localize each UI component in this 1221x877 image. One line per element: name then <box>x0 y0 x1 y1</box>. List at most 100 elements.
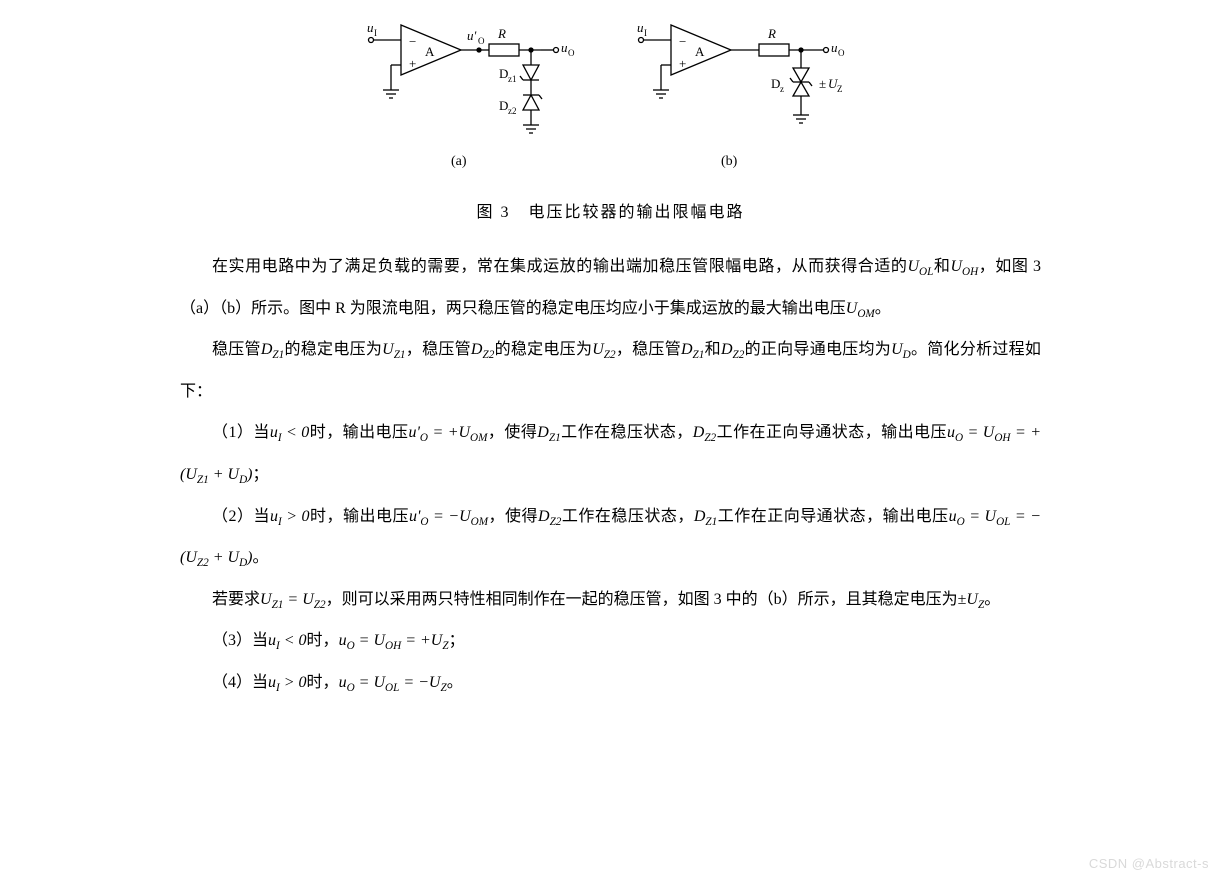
text: 。 <box>875 300 891 317</box>
paragraph-4: （2）当uI > 0时，输出电压u'O = −UOM，使得DZ2工作在稳压状态，… <box>180 496 1041 579</box>
math-D: D <box>537 424 549 441</box>
math-sub: Z2 <box>733 349 745 361</box>
math-u: u <box>268 632 276 649</box>
text: 工作在稳压状态， <box>561 508 693 525</box>
text: ； <box>253 466 269 483</box>
paragraph-2: 稳压管DZ1的稳定电压为UZ1，稳压管DZ2的稳定电压为UZ2，稳压管DZ1和D… <box>180 329 1041 412</box>
math-sub: OM <box>857 308 874 320</box>
text: 的正向导通电压均为 <box>744 341 891 358</box>
math-U: U <box>891 341 903 358</box>
math-sub: O <box>420 433 428 445</box>
paragraph-5: 若要求UZ1 = UZ2，则可以采用两只特性相同制作在一起的稳压管，如图 3 中… <box>180 579 1041 621</box>
math-u: u <box>339 632 347 649</box>
svg-text:u: u <box>367 20 374 35</box>
math-u: u <box>947 424 955 441</box>
math-u: u <box>339 674 347 691</box>
math-sub: OH <box>994 433 1010 445</box>
math-u: u <box>949 508 957 525</box>
math-D: D <box>471 341 483 358</box>
math-sub: O <box>347 682 355 694</box>
math-sub: D <box>239 474 247 486</box>
math-u: u <box>268 674 276 691</box>
math-sub: Z1 <box>197 474 209 486</box>
text: 工作在稳压状态， <box>561 424 693 441</box>
math-sub: Z2 <box>550 516 562 528</box>
math-sub: Z1 <box>549 433 561 445</box>
text: 时， <box>307 674 339 691</box>
svg-text:−: − <box>409 34 416 49</box>
math-eq: = U <box>283 591 313 608</box>
math-sub: Z2 <box>197 557 209 569</box>
math-ineq: < 0 <box>280 632 307 649</box>
svg-text:Z: Z <box>837 84 843 94</box>
svg-text:−: − <box>679 34 686 49</box>
math-ineq: < 0 <box>282 424 310 441</box>
math-eq: = −U <box>428 508 470 525</box>
math-eq: = +U <box>428 424 470 441</box>
svg-text:z1: z1 <box>508 74 517 84</box>
text: 工作在正向导通状态，输出电压 <box>716 424 947 441</box>
text: 时，输出电压 <box>310 508 409 525</box>
svg-text:O: O <box>478 36 485 46</box>
math-U: U <box>966 591 978 608</box>
text: ，则可以采用两只特性相同制作在一起的稳压管，如图 3 中的（b）所示，且其稳定电… <box>326 591 967 608</box>
math-sub: Z1 <box>705 516 717 528</box>
math-plus: + U <box>209 466 239 483</box>
math-sub: Z1 <box>693 349 705 361</box>
paragraph-7: （4）当uI > 0时，uO = UOL = −UZ。 <box>180 662 1041 704</box>
watermark: CSDN @Abstract-s <box>1089 856 1209 871</box>
text: （3）当 <box>212 632 268 649</box>
math-sub: OM <box>470 433 487 445</box>
math-D: D <box>538 508 550 525</box>
svg-text:z: z <box>780 84 784 94</box>
math-sub: OL <box>385 682 399 694</box>
text: ，使得 <box>487 424 537 441</box>
svg-text:A: A <box>695 44 705 59</box>
text: 的稳定电压为 <box>284 341 382 358</box>
math-sub: OM <box>471 516 488 528</box>
text: 和 <box>704 341 721 358</box>
paragraph-6: （3）当uI < 0时，uO = UOH = +UZ； <box>180 620 1041 662</box>
math-u: u <box>270 508 278 525</box>
math-sub: O <box>955 433 963 445</box>
math-sub: Z1 <box>272 599 284 611</box>
math-plus: + U <box>209 549 239 566</box>
math-eq: = U <box>963 424 994 441</box>
text: ，稳压管 <box>406 341 471 358</box>
math-sub: OL <box>996 516 1010 528</box>
math-D: D <box>721 341 733 358</box>
text: ，使得 <box>488 508 538 525</box>
svg-text:I: I <box>374 28 377 38</box>
text: 时， <box>307 632 339 649</box>
text: 。 <box>447 674 463 691</box>
svg-text:D: D <box>499 66 508 81</box>
math-U: U <box>950 258 962 275</box>
math-sub: Z2 <box>704 433 716 445</box>
svg-text:+: + <box>679 56 686 71</box>
paragraph-3: （1）当uI < 0时，输出电压u'O = +UOM，使得DZ1工作在稳压状态，… <box>180 412 1041 495</box>
text: 工作在正向导通状态，输出电压 <box>717 508 948 525</box>
math-D: D <box>693 424 705 441</box>
math-eq: = U <box>355 632 385 649</box>
svg-text:u: u <box>561 40 568 55</box>
figure-3: u I − + A u' O <box>180 10 1041 180</box>
text: 。 <box>984 591 1000 608</box>
math-sub: Z2 <box>604 349 616 361</box>
text: 若要求 <box>212 591 260 608</box>
math-sub: Z2 <box>482 349 494 361</box>
svg-text:(b): (b) <box>721 154 738 169</box>
math-eq: = −U <box>399 674 440 691</box>
svg-text:O: O <box>568 48 575 58</box>
math-U: U <box>846 300 858 317</box>
math-u: u' <box>408 424 419 441</box>
text: ； <box>449 632 465 649</box>
text: 。 <box>253 549 269 566</box>
math-sub: OH <box>385 641 401 653</box>
math-sub: Z1 <box>272 349 284 361</box>
svg-text:u: u <box>637 20 644 35</box>
math-U: U <box>592 341 604 358</box>
circuit-diagram-svg: u I − + A u' O <box>351 10 871 180</box>
math-D: D <box>681 341 693 358</box>
text: 在实用电路中为了满足负载的需要，常在集成运放的输出端加稳压管限幅电路，从而获得合… <box>212 258 907 275</box>
math-U: U <box>382 341 394 358</box>
